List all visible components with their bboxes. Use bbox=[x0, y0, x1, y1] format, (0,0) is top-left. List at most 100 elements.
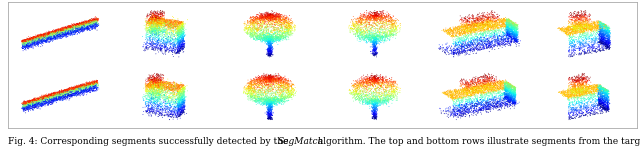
Point bbox=[508, 33, 518, 35]
Point bbox=[33, 37, 44, 40]
Point bbox=[596, 102, 607, 105]
Point bbox=[254, 33, 264, 36]
Point bbox=[356, 23, 367, 26]
Point bbox=[47, 31, 58, 34]
Point bbox=[75, 94, 85, 97]
Point bbox=[460, 87, 470, 89]
Point bbox=[173, 25, 183, 27]
Point bbox=[47, 94, 58, 97]
Point bbox=[487, 29, 497, 32]
Point bbox=[374, 28, 385, 30]
Point bbox=[371, 92, 381, 95]
Point bbox=[44, 37, 54, 39]
Point bbox=[466, 90, 476, 93]
Point bbox=[478, 82, 488, 85]
Point bbox=[61, 26, 71, 29]
Point bbox=[376, 101, 386, 104]
Point bbox=[566, 14, 576, 17]
Point bbox=[81, 22, 91, 24]
Point bbox=[163, 26, 173, 28]
Point bbox=[460, 112, 470, 115]
Point bbox=[255, 98, 266, 101]
Point bbox=[178, 106, 188, 109]
Point bbox=[356, 27, 366, 29]
Point bbox=[178, 33, 188, 35]
Point bbox=[147, 31, 157, 33]
Point bbox=[586, 28, 596, 31]
Point bbox=[488, 21, 498, 23]
Point bbox=[572, 89, 582, 91]
Point bbox=[156, 92, 166, 95]
Point bbox=[179, 106, 189, 108]
Point bbox=[35, 39, 45, 41]
Point bbox=[47, 93, 57, 96]
Point bbox=[487, 79, 497, 82]
Point bbox=[172, 85, 182, 88]
Point bbox=[266, 16, 276, 18]
Point bbox=[77, 22, 87, 25]
Point bbox=[253, 98, 263, 100]
Point bbox=[507, 27, 517, 29]
Point bbox=[479, 86, 490, 88]
Point bbox=[178, 100, 188, 102]
Point bbox=[486, 20, 496, 23]
Point bbox=[573, 97, 584, 99]
Point bbox=[145, 78, 155, 81]
Point bbox=[278, 15, 289, 18]
Point bbox=[451, 113, 461, 116]
Point bbox=[273, 83, 284, 86]
Point bbox=[157, 84, 167, 86]
Point bbox=[154, 83, 164, 85]
Point bbox=[468, 24, 478, 27]
Point bbox=[352, 31, 362, 33]
Point bbox=[591, 31, 602, 34]
Point bbox=[63, 28, 73, 30]
Point bbox=[372, 43, 382, 46]
Point bbox=[365, 18, 375, 21]
Point bbox=[561, 28, 571, 30]
Point bbox=[588, 112, 598, 115]
Point bbox=[572, 47, 582, 50]
Point bbox=[48, 32, 58, 35]
Point bbox=[241, 89, 252, 92]
Point bbox=[560, 92, 570, 94]
Point bbox=[602, 44, 612, 47]
Point bbox=[266, 101, 276, 104]
Point bbox=[250, 29, 260, 31]
Point bbox=[259, 34, 269, 36]
Point bbox=[256, 27, 266, 30]
Point bbox=[442, 93, 452, 96]
Point bbox=[370, 38, 380, 40]
Point bbox=[580, 89, 590, 92]
Point bbox=[602, 32, 612, 35]
Point bbox=[580, 99, 590, 102]
Point bbox=[269, 97, 280, 99]
Point bbox=[483, 104, 493, 106]
Point bbox=[461, 86, 472, 89]
Point bbox=[157, 32, 167, 35]
Point bbox=[257, 88, 268, 90]
Point bbox=[179, 90, 189, 93]
Point bbox=[364, 100, 374, 103]
Point bbox=[364, 17, 374, 19]
Point bbox=[602, 42, 612, 44]
Point bbox=[499, 97, 509, 100]
Point bbox=[142, 21, 152, 24]
Point bbox=[369, 102, 380, 105]
Point bbox=[177, 91, 187, 94]
Point bbox=[484, 44, 494, 46]
Point bbox=[20, 43, 31, 45]
Point bbox=[447, 96, 457, 98]
Point bbox=[508, 84, 518, 86]
Point bbox=[66, 24, 76, 27]
Point bbox=[356, 23, 366, 25]
Point bbox=[266, 52, 276, 54]
Point bbox=[468, 89, 479, 91]
Point bbox=[47, 93, 58, 95]
Point bbox=[376, 88, 386, 90]
Point bbox=[456, 21, 467, 23]
Point bbox=[368, 105, 378, 108]
Point bbox=[489, 28, 499, 30]
Point bbox=[264, 38, 274, 41]
Point bbox=[374, 100, 385, 103]
